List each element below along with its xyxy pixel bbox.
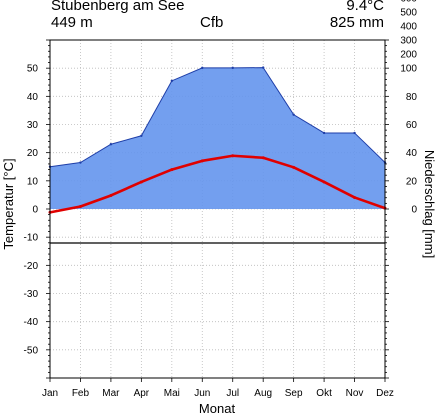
temperature-tick-label: -40 xyxy=(24,317,39,328)
temperature-tick-label: 40 xyxy=(27,92,39,103)
mean-temperature: 9.4°C xyxy=(346,0,384,14)
temperature-point xyxy=(322,180,326,184)
precipitation-point xyxy=(109,143,113,146)
x-axis-title: Monat xyxy=(199,401,236,416)
precipitation-point xyxy=(261,66,265,69)
precipitation-point xyxy=(292,113,295,116)
precipitation-point xyxy=(231,66,234,70)
temperature-axis: -50 -40 -30 -20 -10 0 10 20 30 40 50 xyxy=(24,39,50,379)
temperature-point xyxy=(139,180,143,184)
precipitation-tick-label: 40 xyxy=(406,148,418,159)
precipitation-tick-label: 600 xyxy=(400,0,417,4)
temperature-point xyxy=(353,195,357,199)
month-axis: Jan Feb Mar Apr Mai Jun Jul Aug Sep Okt Nov Dez xyxy=(42,378,394,399)
precipitation-tick-label: 80 xyxy=(406,92,418,103)
precipitation-point xyxy=(201,66,204,70)
month-tick-label: Mai xyxy=(164,388,180,399)
annual-precipitation: 825 mm xyxy=(329,14,384,31)
precipitation-area xyxy=(48,66,387,209)
month-tick-label: Jun xyxy=(194,388,210,399)
temperature-point xyxy=(78,204,82,208)
precipitation-point xyxy=(170,79,174,83)
temperature-tick-label: 10 xyxy=(27,176,39,187)
temperature-tick-label: 0 xyxy=(32,205,38,216)
temperature-point xyxy=(109,193,113,197)
left-axis-title: Temperatur [°C] xyxy=(1,158,16,249)
temperature-tick-label: 50 xyxy=(27,64,39,75)
month-tick-label: Apr xyxy=(134,388,150,399)
temperature-tick-label: -20 xyxy=(24,261,39,272)
right-axis-title: Niederschlag [mm] xyxy=(422,150,437,258)
temperature-point xyxy=(231,154,235,158)
temperature-tick-label: 30 xyxy=(27,120,39,131)
month-tick-label: Aug xyxy=(254,388,272,399)
precipitation-point xyxy=(79,161,82,164)
month-tick-label: Nov xyxy=(346,388,364,399)
precipitation-point xyxy=(322,131,326,135)
climate-classification: Cfb xyxy=(200,14,224,31)
month-tick-label: Jan xyxy=(42,388,58,399)
precipitation-tick-label: 200 xyxy=(400,50,417,61)
precipitation-fill xyxy=(50,67,385,209)
month-tick-label: Jul xyxy=(226,388,239,399)
precipitation-axis: 020406080100200300400500600700800900 xyxy=(385,0,418,379)
month-tick-label: Mar xyxy=(102,388,120,399)
precipitation-tick-label: 0 xyxy=(411,205,417,216)
precipitation-tick-label: 100 xyxy=(400,64,417,75)
precipitation-tick-label: 60 xyxy=(406,120,418,131)
temperature-tick-label: 20 xyxy=(27,148,39,159)
precipitation-point xyxy=(353,131,356,135)
precipitation-point xyxy=(140,134,143,137)
month-tick-label: Feb xyxy=(72,388,90,399)
precipitation-tick-label: 400 xyxy=(400,21,417,32)
month-tick-label: Okt xyxy=(316,388,332,399)
temperature-tick-label: -30 xyxy=(24,289,39,300)
precipitation-line xyxy=(49,67,386,168)
station-name: Stubenberg am See xyxy=(51,0,185,14)
temperature-point xyxy=(170,168,174,172)
temperature-tick-label: -50 xyxy=(24,345,39,356)
temperature-point xyxy=(261,156,265,160)
temperature-tick-label: -10 xyxy=(24,233,39,244)
month-tick-label: Sep xyxy=(285,388,303,399)
precipitation-tick-label: 300 xyxy=(400,36,417,47)
temperature-point xyxy=(292,165,296,169)
precipitation-tick-label: 20 xyxy=(406,176,418,187)
month-tick-label: Dez xyxy=(376,388,394,399)
temperature-point xyxy=(200,159,204,163)
station-elevation: 449 m xyxy=(51,14,93,31)
temperature-line xyxy=(49,154,386,214)
precipitation-tick-label: 500 xyxy=(400,7,417,18)
